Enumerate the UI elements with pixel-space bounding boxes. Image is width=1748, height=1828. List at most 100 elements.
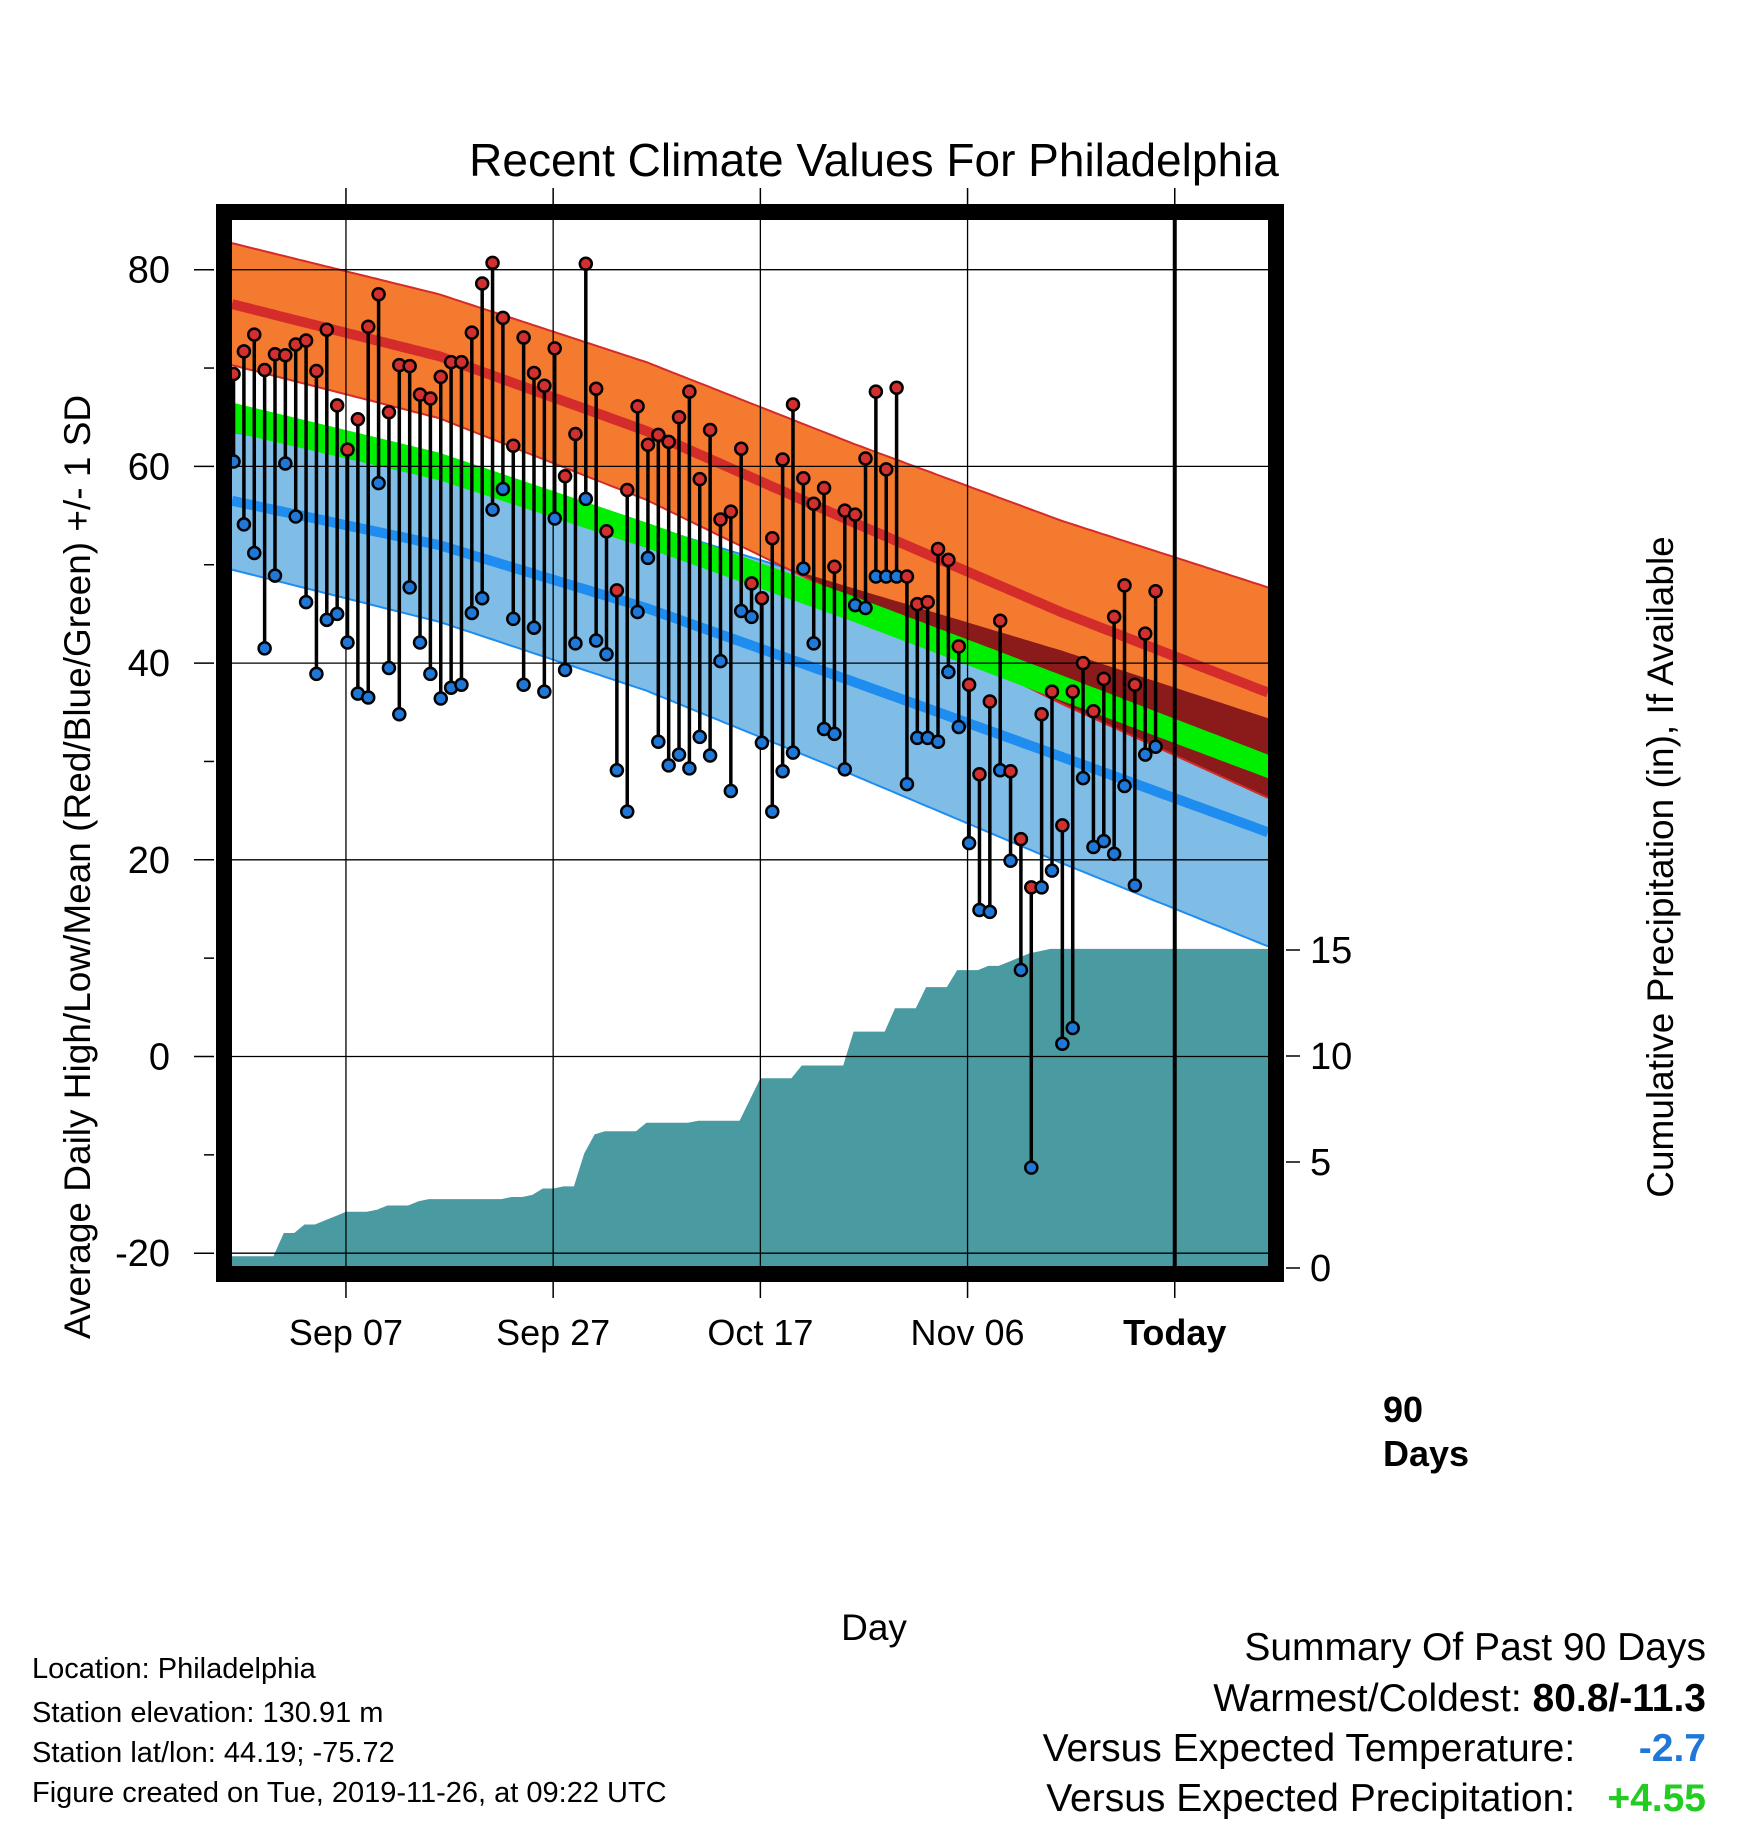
low-point-86 <box>1117 778 1132 794</box>
location-text: Location: Philadelphia <box>32 1653 316 1685</box>
y-tick-label-40: 40 <box>128 643 170 685</box>
high-point-65 <box>899 569 915 584</box>
precipitation-layer <box>232 948 1268 1268</box>
y-tick-label-20: 20 <box>128 840 170 882</box>
low-point-38 <box>619 804 635 819</box>
high-point-80 <box>1055 818 1070 833</box>
y-tick-label-80: 80 <box>128 250 170 292</box>
precipitation-area <box>232 948 1268 1268</box>
high-point-78 <box>1034 706 1049 722</box>
low-point-59 <box>837 762 853 777</box>
high-point-45 <box>692 471 708 487</box>
precip-value: +4.55 <box>1607 1777 1706 1820</box>
high-point-1 <box>236 344 252 359</box>
high-point-72 <box>972 766 987 782</box>
high-point-61 <box>858 451 873 466</box>
low-point-43 <box>671 747 687 762</box>
y2-tick-label-10: 10 <box>1310 1036 1352 1078</box>
low-point-15 <box>381 660 397 676</box>
x-axis-label: Day <box>841 1607 907 1648</box>
low-point-23 <box>464 605 480 621</box>
y2-tick-label-5: 5 <box>1310 1142 1331 1184</box>
high-point-14 <box>371 287 386 302</box>
high-point-84 <box>1096 671 1112 687</box>
low-point-39 <box>630 604 645 620</box>
x-tick-label-3: Nov 06 <box>911 1312 1025 1353</box>
low-point-25 <box>485 502 500 517</box>
high-upper-edge <box>231 242 1269 589</box>
high-point-50 <box>744 576 759 591</box>
high-lower-edge <box>231 364 1269 799</box>
high-point-28 <box>516 330 531 345</box>
high-point-29 <box>526 365 542 381</box>
low-point-22 <box>454 677 469 692</box>
daily-range-bars <box>231 262 1158 1168</box>
daily-markers <box>226 255 1163 1175</box>
low-point-37 <box>609 763 625 778</box>
high-point-54 <box>785 397 801 412</box>
low-point-65 <box>899 776 915 792</box>
high-point-63 <box>878 462 894 477</box>
plot-border <box>216 204 1284 1282</box>
high-point-17 <box>402 358 417 374</box>
low-point-1 <box>236 517 252 532</box>
low-point-68 <box>930 734 946 750</box>
low-point-13 <box>360 690 376 705</box>
low-point-71 <box>961 835 977 851</box>
low-point-48 <box>723 783 739 799</box>
low-point-89 <box>1148 739 1163 754</box>
precip-row: Versus Expected Precipitation: +4.55 <box>1046 1777 1706 1821</box>
low-point-70 <box>951 719 967 735</box>
high-point-38 <box>619 482 635 498</box>
high-point-51 <box>754 590 770 606</box>
high-point-23 <box>464 325 480 340</box>
low-point-7 <box>298 594 314 610</box>
today-days-label-2: Days <box>1383 1433 1469 1474</box>
low-point-50 <box>744 609 759 625</box>
low-point-26 <box>495 481 511 497</box>
high-point-85 <box>1106 609 1122 625</box>
low-point-76 <box>1013 962 1029 978</box>
high-point-15 <box>381 405 397 420</box>
low-point-18 <box>412 635 428 650</box>
high-point-73 <box>982 694 998 709</box>
elevation-text: Station elevation: 130.91 m <box>32 1697 384 1729</box>
high-point-39 <box>630 399 645 414</box>
low-point-32 <box>557 662 573 678</box>
station-info: Location: Philadelphia Station elevation… <box>32 1652 667 1810</box>
high-point-74 <box>992 613 1008 629</box>
high-point-32 <box>557 468 573 484</box>
low-point-14 <box>371 475 386 491</box>
low-point-78 <box>1034 880 1049 895</box>
high-point-7 <box>298 333 314 348</box>
high-point-69 <box>941 552 956 568</box>
high-point-36 <box>599 524 614 539</box>
high-point-89 <box>1148 584 1163 599</box>
low-point-46 <box>702 748 718 763</box>
low-point-20 <box>433 691 449 706</box>
y-tick-label-60: 60 <box>128 446 170 488</box>
low-point-3 <box>257 641 272 656</box>
low-point-45 <box>692 729 708 745</box>
high-point-64 <box>889 380 904 395</box>
low-point-83 <box>1086 839 1101 855</box>
high-point-47 <box>713 512 728 527</box>
low-point-27 <box>506 611 521 627</box>
high-point-86 <box>1117 578 1132 593</box>
low-point-61 <box>858 600 873 616</box>
low-point-34 <box>578 491 594 507</box>
high-point-44 <box>682 384 697 399</box>
high-point-19 <box>423 391 438 406</box>
high-point-71 <box>961 677 977 692</box>
low-point-80 <box>1055 1036 1070 1051</box>
y-axis-label-left: Average Daily High/Low/Mean (Red/Blue/Gr… <box>57 395 98 1339</box>
low-point-53 <box>775 764 790 779</box>
y2-tick-label-0: 0 <box>1310 1248 1331 1290</box>
latlon-text: Station lat/lon: 44.19; -75.72 <box>32 1737 395 1769</box>
plot-frame <box>216 204 1284 1282</box>
high-point-9 <box>319 322 335 337</box>
low-point-35 <box>588 633 604 648</box>
low-point-36 <box>599 646 614 662</box>
low-point-49 <box>733 603 749 619</box>
